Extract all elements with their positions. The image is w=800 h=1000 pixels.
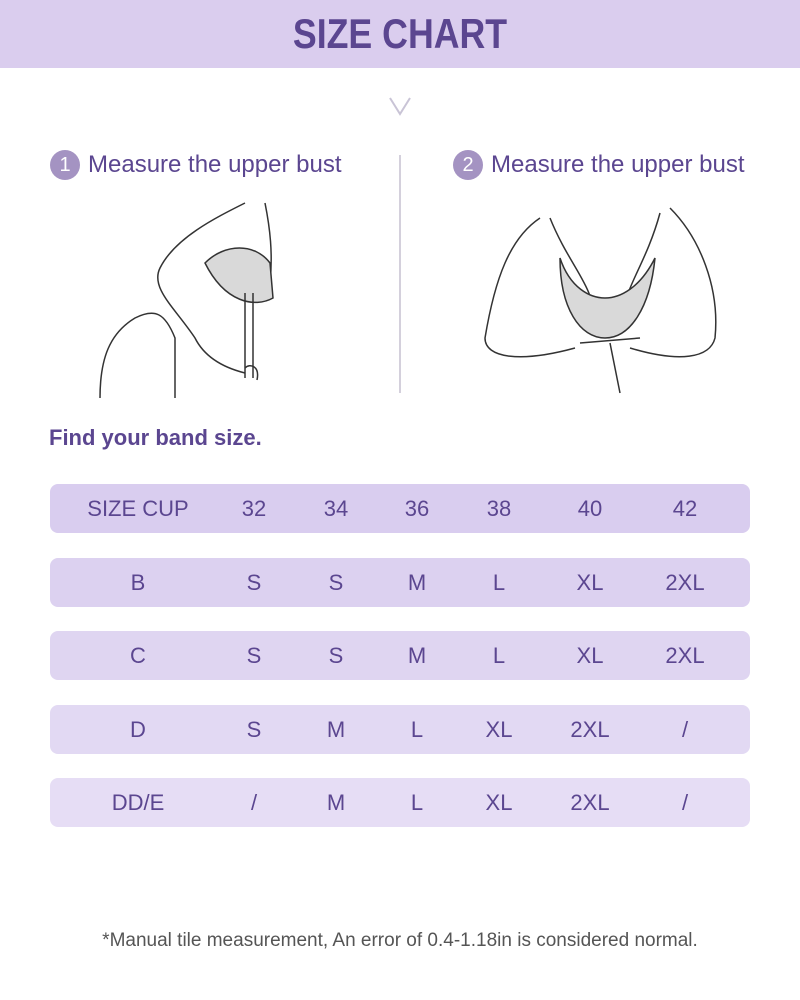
table-cell: S: [328, 642, 344, 668]
table-cell: M: [326, 789, 346, 815]
column-header: 40: [577, 495, 603, 521]
table-cell: XL: [485, 716, 513, 742]
column-header: 32: [241, 495, 267, 521]
step-number-badge: 1: [50, 150, 80, 180]
page-title: SIZE CHART: [292, 10, 508, 57]
table-cell: M: [326, 716, 346, 742]
table-row: C S S M L XL 2XL: [50, 631, 750, 680]
table-cell: XL: [485, 789, 513, 815]
table-cell: XL: [576, 642, 604, 668]
table-cell: L: [410, 716, 424, 742]
measurement-note: *Manual tile measurement, An error of 0.…: [102, 930, 698, 951]
table-cell: L: [492, 642, 506, 668]
table-cell: XL: [576, 569, 604, 595]
chevron-down-icon: [389, 97, 411, 116]
cup-cell: B: [130, 569, 146, 595]
table-cell: M: [407, 569, 427, 595]
table-row: DD/E / M L XL 2XL /: [50, 778, 750, 827]
table-cell: S: [246, 642, 262, 668]
cup-cell: DD/E: [111, 789, 165, 815]
table-cell: /: [681, 789, 689, 815]
table-cell: 2XL: [570, 789, 610, 815]
divider: [399, 155, 401, 393]
table-cell: L: [410, 789, 424, 815]
step-2: 2 Measure the upper bust: [453, 150, 745, 180]
table-cell: L: [492, 569, 506, 595]
header-banner: SIZE CHART: [0, 0, 800, 68]
column-header: 36: [404, 495, 430, 521]
step-label: Measure the upper bust: [491, 151, 745, 178]
step-label: Measure the upper bust: [88, 151, 342, 178]
column-header: SIZE CUP: [87, 495, 189, 521]
table-cell: /: [250, 789, 258, 815]
table-cell: 2XL: [570, 716, 610, 742]
measure-side-illustration: [99, 202, 274, 398]
column-header: 42: [672, 495, 698, 521]
table-cell: 2XL: [665, 569, 705, 595]
column-header: 38: [486, 495, 512, 521]
cup-cell: D: [130, 716, 146, 742]
table-header-row: SIZE CUP 32 34 36 38 40 42: [50, 484, 750, 533]
step-1: 1 Measure the upper bust: [50, 150, 342, 180]
table-cell: /: [681, 716, 689, 742]
step-number-badge: 2: [453, 150, 483, 180]
table-cell: 2XL: [665, 642, 705, 668]
table-cell: S: [328, 569, 344, 595]
column-header: 34: [323, 495, 349, 521]
table-row: B S S M L XL 2XL: [50, 558, 750, 607]
measure-front-illustration: [484, 207, 717, 394]
find-band-size-heading: Find your band size.: [49, 425, 262, 450]
table-cell: S: [246, 716, 262, 742]
table-cell: S: [246, 569, 262, 595]
table-cell: M: [407, 642, 427, 668]
cup-cell: C: [130, 642, 146, 668]
table-row: D S M L XL 2XL /: [50, 705, 750, 754]
